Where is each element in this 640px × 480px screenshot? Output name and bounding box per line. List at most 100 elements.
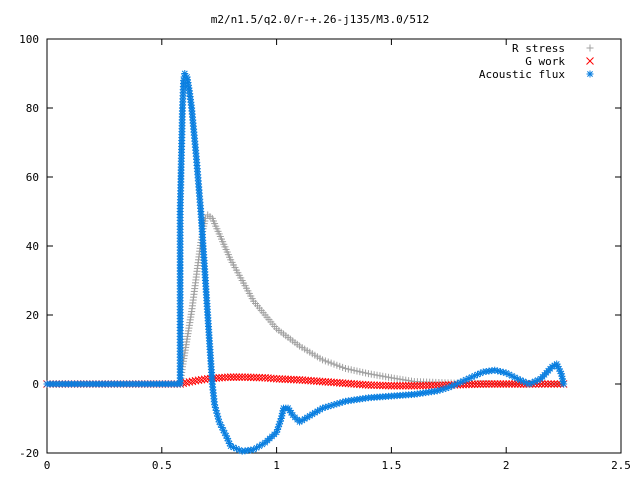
data-point [490,380,499,388]
data-point [281,375,290,384]
data-point [502,380,511,388]
data-point [364,370,372,378]
data-point [382,373,390,381]
data-point [396,381,404,390]
data-point [547,380,555,388]
data-point [244,373,252,382]
data-point [336,362,344,370]
data-point [560,380,568,388]
legend-label: G work [525,55,565,68]
data-point [378,381,387,390]
data-point [319,356,327,364]
data-point [451,381,459,389]
data-point [367,370,375,378]
data-point [341,364,349,372]
data-point [550,380,559,388]
data-point [379,372,387,380]
data-point [387,381,396,390]
data-point [185,378,194,386]
y-tick-label: 80 [26,102,39,115]
data-point [424,381,433,390]
data-point [465,380,473,389]
data-point [321,357,329,365]
y-tick-label: 0 [32,378,39,391]
y-tick-label: 60 [26,171,39,184]
x-tick-label: 2.5 [611,459,631,472]
data-point [367,381,376,389]
chart-title: m2/n1.5/q2.0/r-+.26-j135/M3.0/512 [211,13,430,26]
data-point [246,373,255,382]
legend-marker [586,70,594,78]
data-point [330,360,338,368]
data-point [223,373,232,382]
x-tick-label: 0 [44,459,51,472]
data-point [467,380,476,389]
data-point [399,381,407,390]
data-point [499,380,508,388]
data-point [229,373,238,381]
data-point [292,375,301,384]
y-axis: -20 0 20 40 60 80 100 [19,33,621,460]
data-point [182,378,191,387]
data-point [333,361,341,369]
data-point [496,380,505,388]
data-point [473,380,482,389]
data-point [284,375,292,384]
data-point [421,381,430,390]
data-point [430,381,439,390]
data-point [410,381,419,390]
data-point [215,373,224,382]
data-point [194,376,203,385]
data-point [470,380,479,389]
data-point [258,373,267,382]
data-point [347,366,355,374]
data-point [384,381,393,390]
data-point [525,380,533,388]
data-point [370,381,379,390]
data-point [544,380,552,388]
legend-marker [586,44,594,52]
data-point [232,373,241,381]
data-point [252,373,261,382]
data-point [350,366,358,374]
data-point [226,373,235,381]
data-point [188,377,197,386]
x-tick-label: 1.5 [381,459,401,472]
data-point [393,381,401,390]
data-point [344,365,352,373]
data-point [191,376,200,385]
data-point [433,381,442,390]
data-point [275,375,284,383]
data-point [362,369,370,377]
series-g-work [43,373,568,390]
data-point [479,380,488,388]
data-point [448,382,456,390]
data-point [212,406,220,414]
legend-label: R stress [512,42,565,55]
data-point [416,381,424,390]
data-point [493,380,502,388]
data-point [289,375,298,384]
data-point [327,359,335,367]
data-point [407,381,416,390]
data-point [508,380,516,388]
y-tick-label: -20 [19,447,39,460]
y-tick-label: 20 [26,309,39,322]
plot-frame [46,38,622,454]
data-point [505,380,513,388]
data-point [370,371,378,379]
data-point [482,380,490,388]
series-r-stress [43,211,568,388]
data-point [390,381,399,390]
y-tick-label: 40 [26,240,39,253]
y-tick-label: 100 [19,33,39,46]
data-point [238,373,247,381]
data-point [487,380,496,388]
data-point [361,380,370,389]
data-point [272,374,281,383]
legend-marker [586,57,594,65]
data-point [485,380,493,388]
x-tick-label: 2 [503,459,510,472]
